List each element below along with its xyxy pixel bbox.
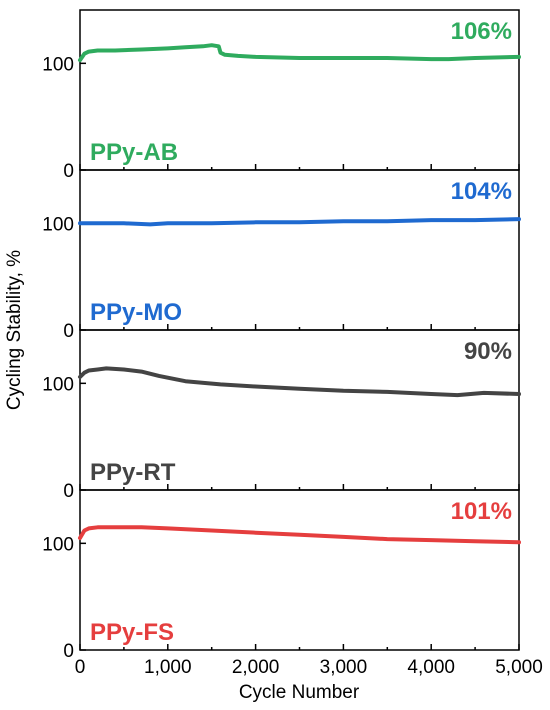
y-axis-label: Cycling Stability, % bbox=[4, 250, 25, 410]
panel-ppy-rt: 0 100 PPy-RT 90% bbox=[42, 329, 521, 502]
y-tick-label: 100 bbox=[42, 214, 74, 235]
panel-ppy-mo: 0 100 PPy-MO 104% bbox=[42, 169, 521, 342]
x-tick-label: 3,000 bbox=[320, 657, 368, 678]
series-name-label: PPy-RT bbox=[90, 459, 176, 486]
x-tick-label: 2,000 bbox=[232, 657, 280, 678]
series-name-label: PPy-AB bbox=[90, 139, 178, 166]
panel-ppy-ab: 0 100 PPy-AB 106% bbox=[42, 9, 521, 182]
x-tick-label: 1,000 bbox=[144, 657, 192, 678]
y-tick-label: 100 bbox=[42, 54, 74, 75]
final-value-label: 104% bbox=[451, 178, 512, 205]
series-line-ppy-mo bbox=[78, 217, 521, 227]
x-axis: Cycle Number 0 1,000 2,000 3,000 4,000 5,000 bbox=[75, 657, 543, 703]
y-tick-label: 100 bbox=[42, 374, 74, 395]
y-tick-label: 0 bbox=[63, 481, 74, 502]
series-name-label: PPy-MO bbox=[90, 299, 182, 326]
series-line-ppy-rt bbox=[78, 366, 521, 398]
series-line-ppy-ab bbox=[78, 43, 521, 63]
x-axis-label: Cycle Number bbox=[239, 682, 360, 703]
final-value-label: 90% bbox=[464, 338, 512, 365]
final-value-label: 106% bbox=[451, 18, 512, 45]
y-tick-label: 100 bbox=[42, 534, 74, 555]
series-line-ppy-fs bbox=[78, 525, 521, 545]
panel-ppy-fs: 0 100 PPy-FS 101% bbox=[42, 489, 521, 662]
series-name-label: PPy-FS bbox=[90, 619, 174, 646]
x-tick-label: 4,000 bbox=[407, 657, 455, 678]
y-tick-label: 0 bbox=[63, 321, 74, 342]
panels: 0 100 PPy-AB 106% 0 100 PPy-MO 104% 0 100 PPy-RT 90… bbox=[42, 9, 521, 662]
final-value-label: 101% bbox=[451, 498, 512, 525]
y-tick-label: 0 bbox=[63, 641, 74, 662]
y-tick-label: 0 bbox=[63, 161, 74, 182]
x-tick-label: 0 bbox=[75, 657, 86, 678]
x-tick-label: 5,000 bbox=[495, 657, 543, 678]
